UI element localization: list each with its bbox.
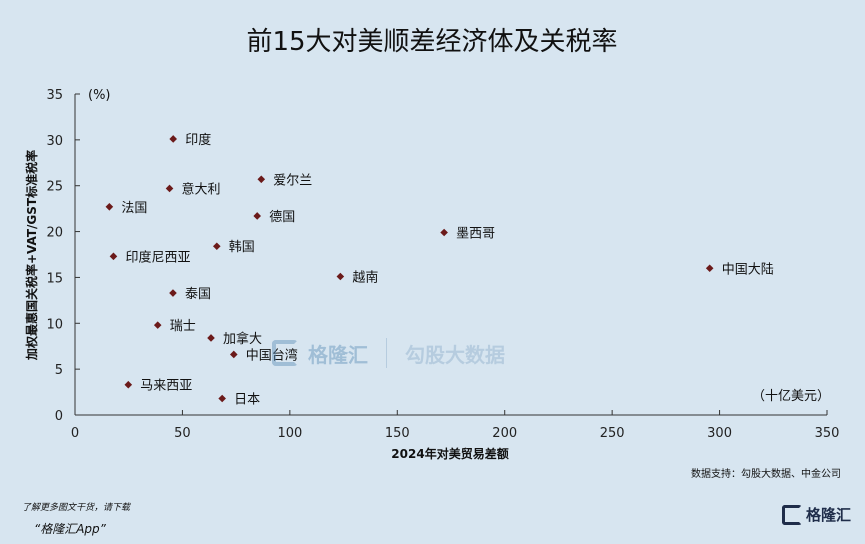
data-point-marker	[218, 394, 226, 403]
data-point-marker	[105, 203, 114, 211]
data-point-marker	[257, 175, 266, 184]
data-point-label: 泰国	[185, 287, 211, 302]
data-point-label: 日本	[234, 392, 260, 407]
data-point-marker	[229, 350, 238, 359]
footer-app: “格隆汇App”	[34, 522, 106, 536]
watermark-name-2: 勾股大数据	[405, 342, 505, 367]
data-point-label: 爱尔兰	[273, 173, 312, 188]
data-point-marker	[253, 212, 261, 220]
y-tick-label: 10	[46, 317, 63, 332]
data-point-label: 墨西哥	[456, 226, 495, 241]
x-tick-label: 300	[707, 426, 732, 441]
y-tick-label: 15	[46, 271, 63, 286]
data-point-label: 印度尼西亚	[125, 249, 190, 265]
x-tick-label: 150	[385, 426, 410, 441]
brand-name: 格隆汇	[805, 506, 851, 524]
data-point-label: 马来西亚	[140, 379, 192, 394]
data-point-label: 越南	[352, 270, 378, 286]
y-tick-label: 0	[55, 409, 63, 424]
data-point-marker	[124, 380, 133, 389]
y-tick-label: 25	[46, 180, 63, 195]
data-point-label: 加拿大	[223, 331, 262, 347]
data-point-marker	[165, 184, 174, 193]
source-note: 数据支持：勾股大数据、中金公司	[691, 469, 841, 480]
data-point-marker	[207, 334, 215, 342]
y-tick-label: 35	[46, 88, 63, 103]
y-axis-label: 加权最惠国关税率+VAT/GST标准税率	[24, 150, 39, 361]
brand-logo: 格隆汇	[781, 504, 851, 525]
watermark-divider	[386, 338, 387, 368]
x-tick-label: 350	[815, 426, 840, 441]
chart-title: 前15大对美顺差经济体及关税率	[246, 27, 617, 57]
data-point-marker	[169, 289, 177, 297]
data-point-label: 德国	[269, 210, 295, 225]
data-point-label: 中国大陆	[722, 261, 774, 277]
data-point-marker	[336, 272, 345, 281]
y-tick-label: 20	[46, 226, 63, 241]
watermark: 格隆汇 勾股大数据	[272, 338, 505, 368]
x-tick-label: 200	[492, 426, 517, 441]
footer-note: 了解更多图文干货，请下载	[22, 503, 131, 513]
data-point-marker	[705, 264, 714, 273]
data-point-marker	[169, 135, 177, 143]
x-tick-label: 50	[174, 426, 191, 441]
y-tick-label: 30	[46, 134, 63, 149]
data-point-label: 意大利	[182, 181, 221, 197]
y-unit-label: (%)	[88, 88, 111, 103]
data-point-label: 瑞士	[170, 319, 196, 334]
data-point-marker	[440, 228, 448, 237]
x-tick-label: 0	[71, 426, 79, 441]
watermark-logo-icon	[272, 340, 298, 366]
x-tick-label: 100	[277, 426, 302, 441]
x-axis-label: 2024年对美贸易差额	[391, 446, 508, 461]
data-point-label: 印度	[185, 132, 211, 148]
data-point-label: 中国台湾	[246, 347, 298, 363]
y-tick-label: 5	[55, 363, 63, 378]
data-point-label: 法国	[121, 201, 147, 216]
x-unit-label: （十亿美元）	[752, 389, 830, 404]
brand-logo-icon	[781, 504, 802, 525]
watermark-name: 格隆汇	[308, 342, 368, 367]
data-point-marker	[213, 242, 221, 251]
data-point-label: 韩国	[229, 240, 255, 255]
x-tick-label: 250	[600, 426, 625, 441]
data-point-marker	[153, 321, 162, 329]
data-point-marker	[109, 252, 118, 261]
